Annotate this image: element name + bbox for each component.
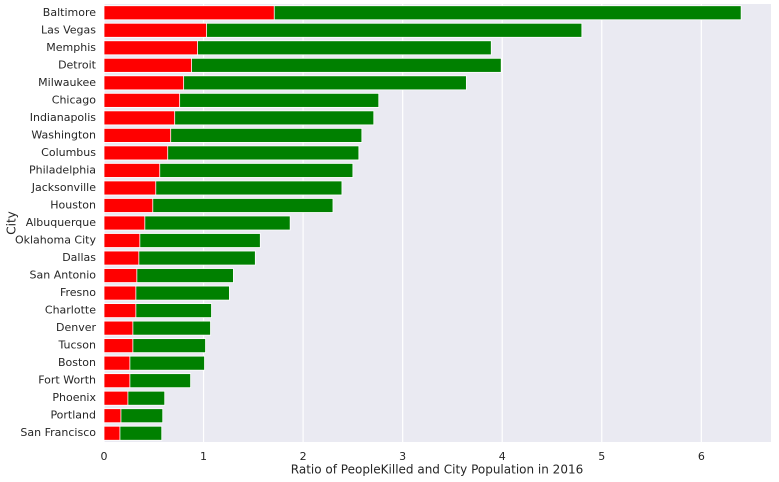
y-tick-label: Las Vegas (41, 23, 96, 36)
x-tick-label: 6 (698, 450, 705, 463)
y-tick-label: Dallas (62, 251, 96, 264)
x-tick-label: 4 (499, 450, 506, 463)
x-tick-label: 2 (300, 450, 307, 463)
y-tick-label: Oklahoma City (15, 234, 97, 247)
bar (103, 22, 207, 38)
y-tick-label: Columbus (41, 146, 96, 159)
bar (103, 163, 161, 178)
y-tick-label: Philadelphia (29, 163, 96, 176)
bar (103, 75, 185, 91)
bar (103, 198, 154, 213)
bar (103, 390, 129, 406)
y-tick-label: Albuquerque (26, 216, 97, 229)
bar (103, 250, 140, 266)
y-tick-label: Portland (50, 409, 96, 422)
bar (103, 40, 198, 56)
x-tick-label: 1 (200, 450, 207, 463)
y-tick-label: San Antonio (30, 269, 97, 282)
bar (103, 5, 275, 21)
y-tick-label: Chicago (52, 93, 96, 106)
y-tick-label: Jacksonville (31, 181, 97, 194)
y-tick-label: Indianapolis (30, 111, 97, 124)
y-tick-label: Denver (56, 321, 96, 334)
bar (103, 215, 146, 231)
y-tick-label: Memphis (46, 41, 96, 54)
bar (103, 285, 137, 301)
y-tick-label: Milwaukee (38, 76, 96, 89)
bar (103, 180, 157, 196)
x-tick-label: 3 (399, 450, 406, 463)
y-tick-label: Charlotte (45, 304, 96, 317)
bar (103, 425, 121, 441)
y-tick-label: Houston (50, 198, 96, 211)
y-tick-label: Boston (58, 356, 96, 369)
bar (103, 268, 138, 283)
y-tick-label: Washington (31, 128, 96, 141)
bar (103, 110, 176, 126)
y-tick-label: Fresno (60, 286, 96, 299)
bar (103, 233, 141, 248)
x-axis-label: Ratio of PeopleKilled and City Populatio… (291, 463, 583, 477)
bar (103, 355, 131, 371)
bar (103, 408, 122, 424)
bar (103, 373, 131, 389)
y-tick-label: Detroit (58, 58, 97, 71)
bar (103, 57, 193, 73)
x-tick-label: 5 (598, 450, 605, 463)
bar (103, 145, 169, 161)
y-tick-label: Phoenix (52, 391, 96, 404)
x-tick-label: 0 (101, 450, 108, 463)
y-tick-label: Fort Worth (38, 374, 96, 387)
y-tick-label: San Francisco (20, 426, 96, 439)
y-axis-label: City (5, 211, 19, 235)
y-tick-label: Baltimore (43, 6, 96, 19)
bar (103, 127, 172, 143)
y-tick-label: Tucson (57, 339, 96, 352)
bar (103, 92, 181, 108)
bar (103, 320, 134, 336)
bar (103, 338, 134, 354)
bar (103, 303, 137, 319)
